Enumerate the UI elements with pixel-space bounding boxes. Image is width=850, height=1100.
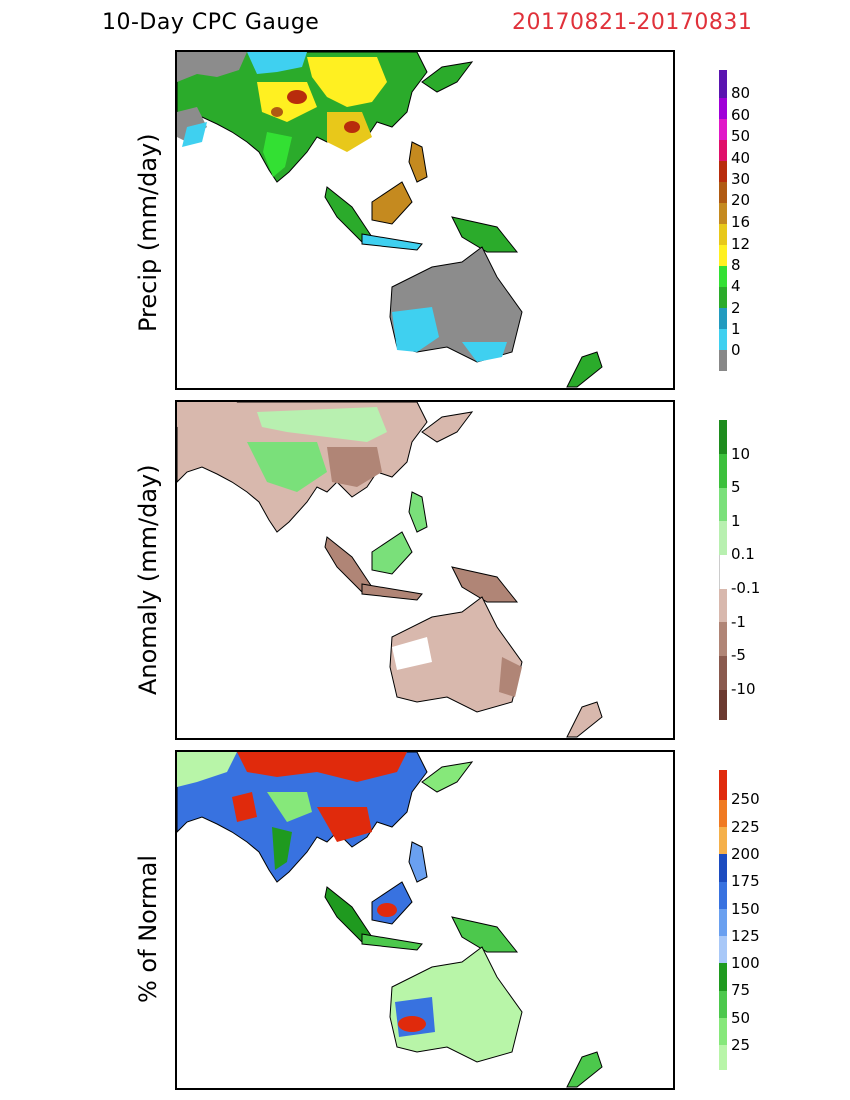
- precip-cbar-label: 8: [731, 256, 741, 274]
- anomaly-cbar-seg: [719, 454, 727, 488]
- anomaly-cbar-seg: [719, 488, 727, 521]
- precip-cbar-seg: [719, 140, 727, 161]
- date-range: 20170821-20170831: [512, 10, 753, 35]
- precip-cbar-label: 60: [731, 106, 751, 124]
- precip-cbar-label: 1: [731, 320, 741, 338]
- precip-cbar-label: 50: [731, 127, 751, 145]
- anomaly-map: [177, 402, 603, 738]
- anomaly-cbar-label: 5: [731, 478, 741, 496]
- precip-cbar-label: 30: [731, 170, 751, 188]
- precip-cbar-seg: [719, 203, 727, 224]
- percent-cbar-seg: [719, 963, 727, 991]
- anomaly-cbar-seg: [719, 555, 727, 589]
- anomaly-map-panel: [175, 400, 675, 740]
- precip-cbar-label: 20: [731, 191, 751, 209]
- anomaly-cbar-label: 10: [731, 445, 751, 463]
- anomaly-cbar-seg: [719, 622, 727, 656]
- precip-ylabel: Precip (mm/day): [134, 133, 162, 332]
- percent-cbar-label: 100: [731, 954, 760, 972]
- anomaly-cbar-seg: [719, 589, 727, 622]
- percent-cbar-label: 125: [731, 927, 760, 945]
- anomaly-cbar-seg: [719, 420, 727, 454]
- anomaly-cbar-seg: [719, 690, 727, 720]
- anomaly-cbar-label: -1: [731, 613, 746, 631]
- percent-cbar-label: 25: [731, 1036, 751, 1054]
- anomaly-cbar-label: 0.1: [731, 545, 755, 563]
- precip-cbar-seg: [719, 329, 727, 350]
- percent-cbar-seg: [719, 854, 727, 882]
- percent-cbar-seg: [719, 991, 727, 1018]
- anomaly-cbar-label: -5: [731, 646, 746, 664]
- percent-cbar-seg: [719, 770, 727, 800]
- percent-cbar-label: 225: [731, 818, 760, 836]
- percent-cbar-seg: [719, 909, 727, 936]
- precip-cbar-label: 2: [731, 299, 741, 317]
- precip-cbar-seg: [719, 119, 727, 140]
- anomaly-cbar-label: -0.1: [731, 579, 761, 597]
- percent-cbar-seg: [719, 882, 727, 909]
- precip-cbar-label: 4: [731, 277, 741, 295]
- percent-cbar-label: 75: [731, 981, 751, 999]
- chart-title: 10-Day CPC Gauge: [102, 10, 320, 35]
- precip-cbar-seg: [719, 350, 727, 371]
- precip-cbar-seg: [719, 70, 727, 98]
- precip-cbar-label: 16: [731, 213, 751, 231]
- percent-cbar-seg: [719, 800, 727, 827]
- percent-cbar-label: 175: [731, 872, 760, 890]
- precip-cbar-seg: [719, 287, 727, 308]
- precip-cbar-seg: [719, 98, 727, 119]
- anomaly-cbar-seg: [719, 521, 727, 555]
- precip-cbar-label: 12: [731, 235, 751, 253]
- percent-map-panel: [175, 750, 675, 1090]
- percent-cbar-label: 50: [731, 1009, 751, 1027]
- percent-map: [177, 752, 603, 1088]
- precip-cbar-label: 80: [731, 84, 751, 102]
- precip-cbar-label: 40: [731, 149, 751, 167]
- precip-map: [177, 52, 603, 388]
- precip-cbar-seg: [719, 266, 727, 287]
- anomaly-cbar-label: 1: [731, 512, 741, 530]
- percent-cbar-seg: [719, 1018, 727, 1045]
- percent-cbar-seg: [719, 936, 727, 963]
- percent-cbar-seg: [719, 827, 727, 854]
- percent-cbar-label: 150: [731, 900, 760, 918]
- anomaly-cbar-seg: [719, 656, 727, 690]
- precip-cbar-seg: [719, 308, 727, 329]
- precip-cbar-seg: [719, 182, 727, 203]
- percent-cbar-label: 250: [731, 790, 760, 808]
- percent-cbar-label: 200: [731, 845, 760, 863]
- precip-cbar-seg: [719, 161, 727, 182]
- anomaly-cbar-label: -10: [731, 680, 756, 698]
- anomaly-ylabel: Anomaly (mm/day): [134, 464, 162, 695]
- precip-map-panel: [175, 50, 675, 390]
- precip-cbar-label: 0: [731, 341, 741, 359]
- percent-ylabel: % of Normal: [134, 854, 162, 1003]
- percent-cbar-seg: [719, 1045, 727, 1070]
- precip-cbar-seg: [719, 245, 727, 266]
- precip-cbar-seg: [719, 224, 727, 245]
